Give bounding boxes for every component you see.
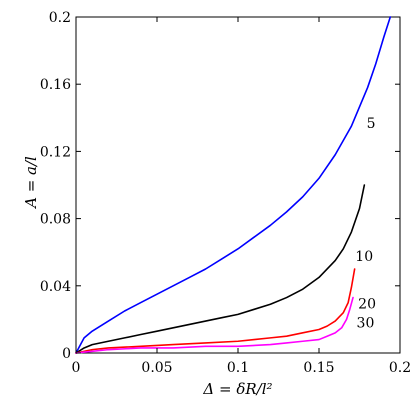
- y-tick-label: 0.12: [40, 144, 71, 160]
- x-tick-label: 0.1: [227, 360, 249, 376]
- y-tick-label: 0.08: [40, 212, 71, 228]
- series-layer: [75, 16, 392, 354]
- ticks-layer: 0 0.05 0.1 0.15 0.2 0 0.04 0.08 0.12 0.16 0.2: [40, 10, 411, 376]
- y-axis-label: A = a/l: [22, 156, 40, 210]
- x-tick-label: 0.15: [303, 360, 334, 376]
- series-label-30: 30: [357, 315, 375, 331]
- y-tick-label: 0.2: [49, 10, 71, 26]
- series-label-5: 5: [367, 116, 376, 132]
- series-line-10: [75, 184, 366, 354]
- y-tick-label: 0: [62, 346, 71, 362]
- series-line-5: [75, 16, 392, 354]
- y-tick-label: 0.04: [40, 279, 71, 295]
- series-label-20: 20: [358, 297, 376, 313]
- x-tick-label: 0.2: [389, 360, 411, 376]
- x-axis-label: Δ = δR/l²: [202, 380, 272, 398]
- series-labels: 5 10 20 30: [355, 116, 376, 331]
- series-line-20: [75, 268, 356, 354]
- series-line-30: [75, 296, 354, 354]
- x-tick-label: 0.05: [141, 360, 172, 376]
- x-tick-label: 0: [72, 360, 81, 376]
- series-label-10: 10: [355, 249, 373, 265]
- y-tick-label: 0.16: [40, 77, 71, 93]
